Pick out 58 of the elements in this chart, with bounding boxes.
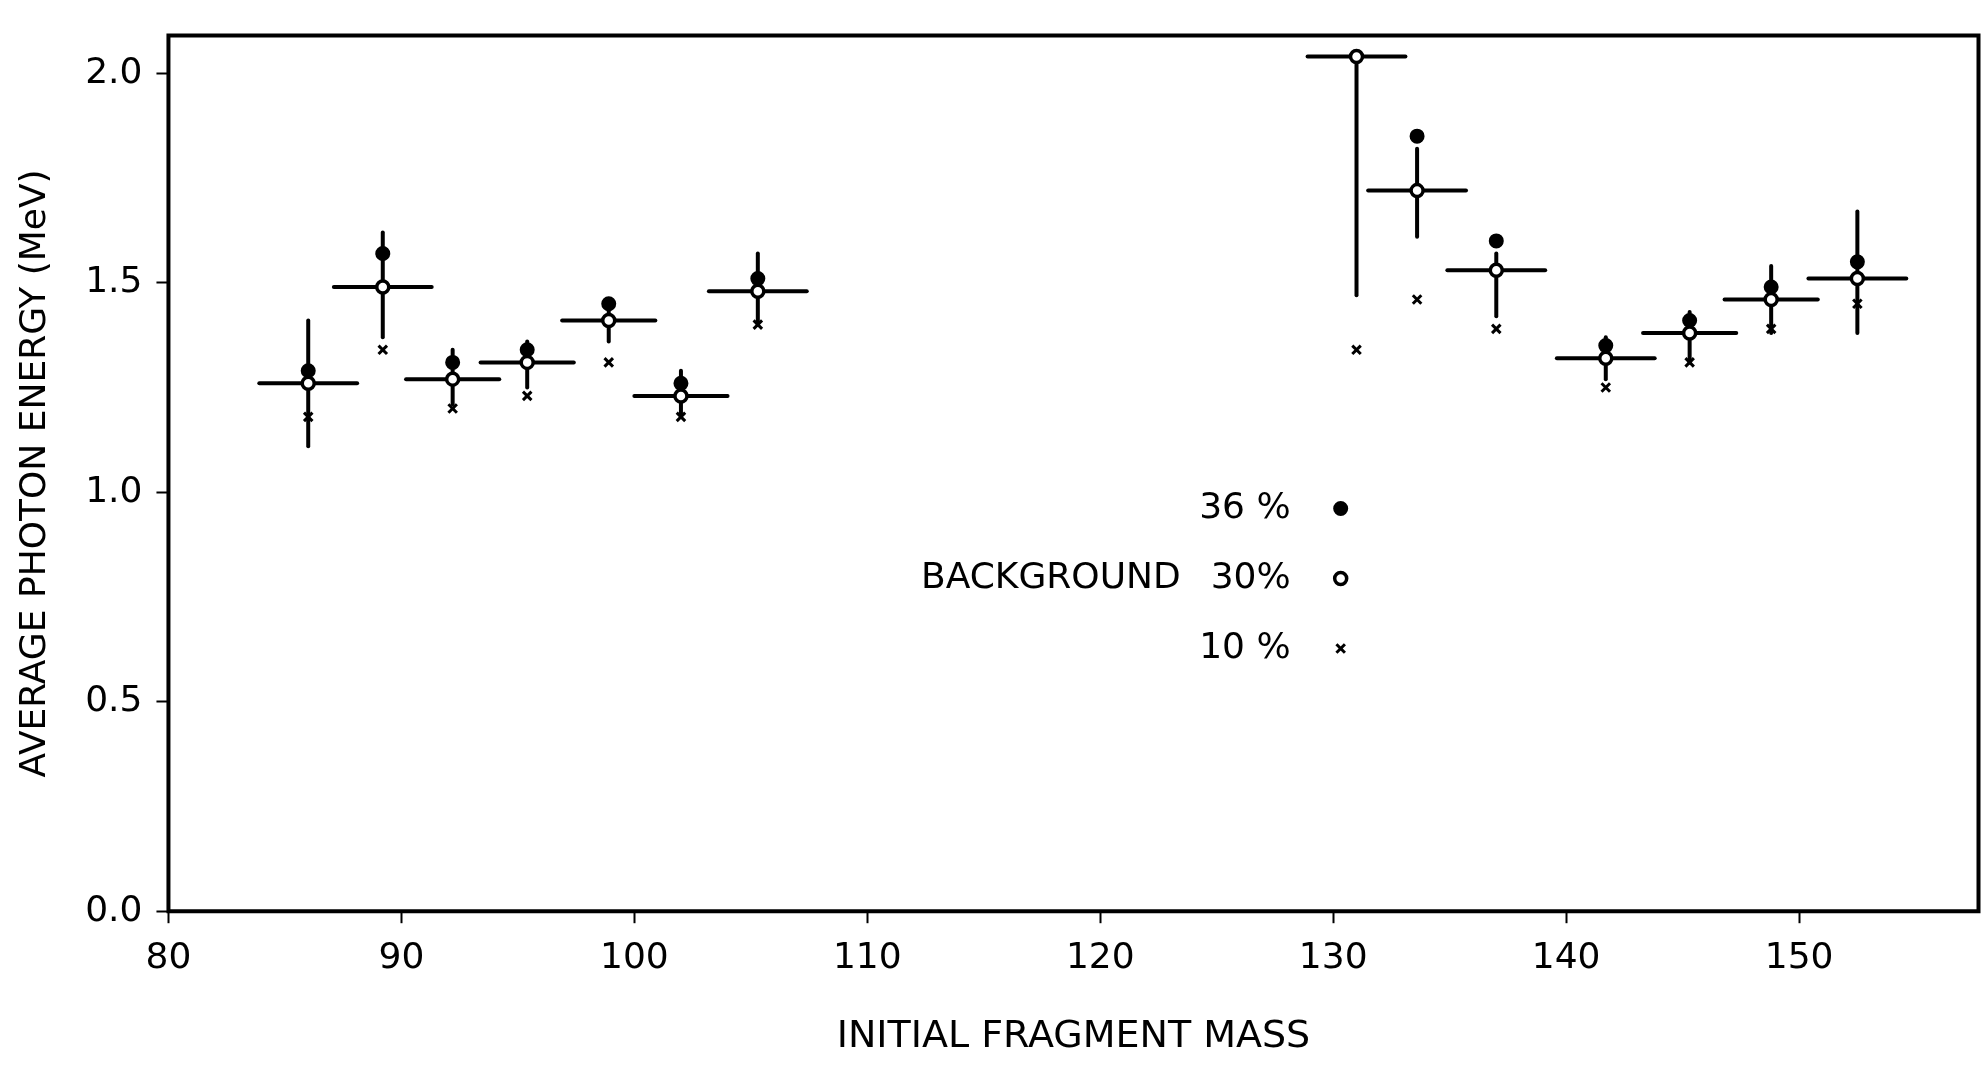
- x-tick-label: 90: [378, 935, 425, 977]
- y-tick-label: 1.0: [85, 468, 143, 510]
- point: [601, 296, 617, 312]
- x-tick-label: 80: [145, 935, 192, 977]
- point: [377, 344, 389, 356]
- legend-label: 10 %: [1199, 624, 1291, 666]
- legend-title: BACKGROUND: [920, 554, 1181, 596]
- y-tick-label: 0.5: [85, 678, 143, 720]
- point: [600, 312, 617, 329]
- point: [752, 318, 764, 331]
- point: [1849, 270, 1866, 287]
- point: [521, 390, 533, 402]
- point: [1851, 297, 1864, 310]
- point: [300, 363, 316, 379]
- point: [1681, 325, 1698, 341]
- point: [1409, 128, 1425, 144]
- point: [1488, 233, 1504, 249]
- x-tick-label: 100: [600, 935, 669, 977]
- point: [1598, 350, 1614, 366]
- point: [1488, 262, 1505, 278]
- y-tick-label: 2.0: [85, 49, 143, 91]
- point: [519, 342, 535, 358]
- point: [750, 283, 766, 299]
- x-axis-title: INITIAL FRAGMENT MASS: [836, 1012, 1311, 1057]
- point: [375, 279, 391, 295]
- point: [1348, 48, 1365, 65]
- point: [519, 354, 535, 371]
- point: [300, 375, 316, 392]
- point: [1600, 381, 1612, 394]
- point: [1490, 323, 1503, 335]
- y-tick-label: 1.5: [85, 259, 143, 301]
- point: [750, 271, 766, 287]
- point: [444, 371, 461, 387]
- x-tick-label: 140: [1531, 935, 1601, 977]
- point: [602, 356, 615, 369]
- point: [1683, 356, 1696, 369]
- legend-label: 36 %: [1199, 484, 1291, 526]
- point: [375, 245, 391, 261]
- x-tick-label: 120: [1065, 935, 1135, 977]
- point: [302, 411, 314, 423]
- legend-label: 30%: [1210, 554, 1291, 596]
- point: [673, 388, 689, 404]
- point: [1682, 312, 1698, 328]
- point: [675, 411, 687, 423]
- y-axis-title: AVERAGE PHOTON ENERGY (MeV): [11, 169, 53, 778]
- point: [1350, 344, 1363, 356]
- point: [445, 354, 461, 370]
- point: [1409, 182, 1425, 199]
- y-tick-label: 0.0: [85, 887, 143, 929]
- x-tick-label: 150: [1764, 935, 1834, 977]
- point: [1411, 293, 1423, 306]
- point: [1763, 279, 1779, 295]
- point: [1598, 338, 1614, 354]
- x-tick-label: 130: [1298, 935, 1368, 977]
- point: [673, 375, 689, 391]
- x-tick-label: 110: [832, 935, 902, 977]
- point: [1763, 291, 1779, 308]
- point: [1849, 254, 1865, 270]
